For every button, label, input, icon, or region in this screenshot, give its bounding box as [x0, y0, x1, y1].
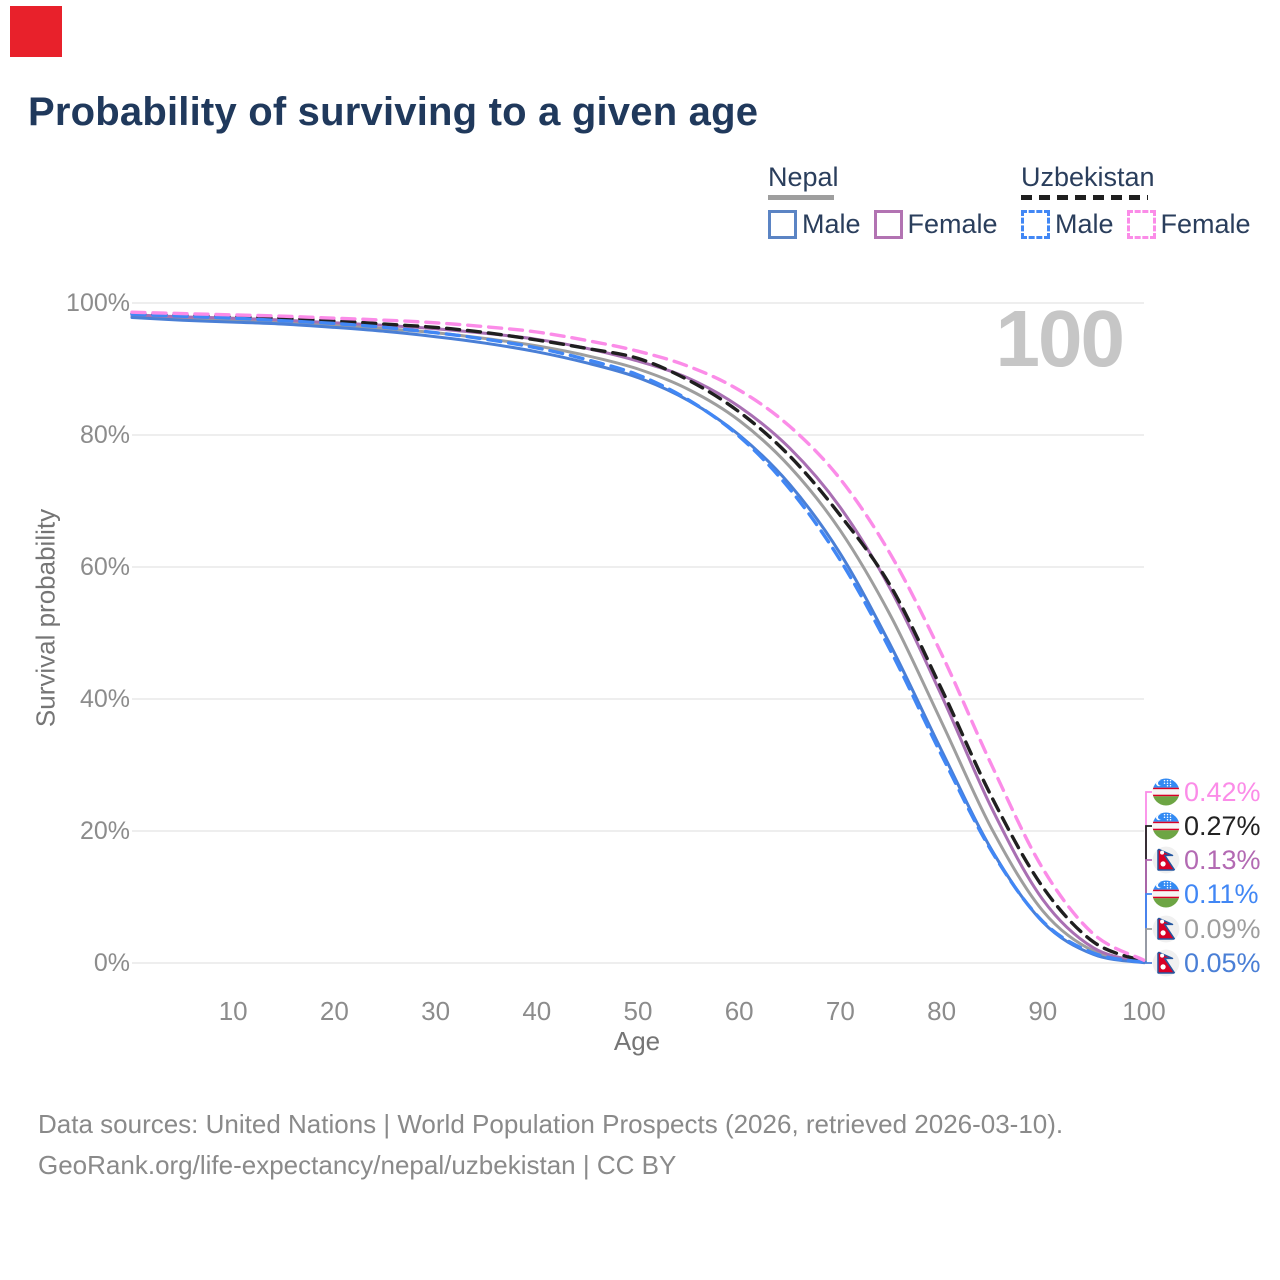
x-tick-label: 40: [522, 996, 552, 1026]
uzbekistan-flag-icon: [1152, 778, 1180, 806]
x-tick-label: 90: [1028, 996, 1058, 1026]
y-tick-label: 60%: [79, 553, 130, 581]
endpoint-label: 0.13%: [1184, 845, 1261, 875]
uzbekistan-line-style-sample: [1021, 195, 1148, 200]
endpoint-label: 0.05%: [1184, 948, 1261, 978]
legend-country-uzbekistan: Uzbekistan: [1021, 162, 1155, 192]
legend-item-nepal-male[interactable]: Male: [768, 209, 861, 240]
data-source-note: Data sources: United Nations | World Pop…: [38, 1104, 1063, 1186]
endpoint-label: 0.42%: [1184, 777, 1261, 807]
red-corner-marker: [10, 6, 62, 57]
nepal-line-style-sample: [768, 195, 834, 200]
nepal-flag-icon: [1152, 846, 1180, 874]
series-line-uzbekistan-female: [130, 310, 1146, 962]
source-line-1: Data sources: United Nations | World Pop…: [38, 1109, 1064, 1139]
x-tick-label: 10: [218, 996, 248, 1026]
y-tick-label: 0%: [93, 949, 130, 977]
uzbekistan-male-swatch: [1021, 210, 1050, 239]
series-line-nepal-male: [130, 316, 1146, 965]
y-tick-label: 100%: [66, 289, 130, 317]
legend-country-nepal: Nepal: [768, 162, 839, 192]
uzbekistan-flag-icon: [1152, 880, 1180, 908]
source-line-2: GeoRank.org/life-expectancy/nepal/uzbeki…: [38, 1150, 677, 1180]
legend-label: Female: [907, 209, 998, 239]
y-tick-label: 20%: [79, 817, 130, 845]
nepal-flag-icon: [1152, 949, 1180, 977]
nepal-flag-icon: [1152, 915, 1180, 943]
endpoint-label: 0.09%: [1184, 914, 1261, 944]
legend-item-nepal-female[interactable]: Female: [873, 209, 998, 240]
legend-item-uzbekistan-female[interactable]: Female: [1126, 209, 1251, 240]
y-tick-label: 80%: [79, 421, 130, 449]
endpoint-label: 0.11%: [1184, 879, 1259, 909]
series-line-nepal-total: [130, 314, 1146, 964]
endpoint-label: 0.27%: [1184, 811, 1261, 841]
x-tick-label: 20: [319, 996, 349, 1026]
legend-label: Male: [802, 209, 861, 239]
x-tick-label: 30: [421, 996, 451, 1026]
x-axis-title: Age: [613, 1026, 661, 1056]
x-tick-label: 100: [1122, 996, 1166, 1026]
age-watermark: 100: [995, 294, 1125, 383]
series-line-nepal-female: [130, 313, 1146, 964]
legend-group-uzbekistan: Uzbekistan Male Female: [1021, 163, 1251, 240]
legend-group-nepal: Nepal Male Female: [768, 163, 998, 240]
series-line-uzbekistan-total: [130, 311, 1146, 963]
x-tick-label: 60: [724, 996, 754, 1026]
y-tick-label: 40%: [79, 685, 130, 713]
nepal-male-swatch: [768, 210, 797, 239]
x-tick-label: 80: [927, 996, 957, 1026]
legend-label: Male: [1055, 209, 1114, 239]
x-tick-label: 70: [825, 996, 855, 1026]
uzbekistan-female-swatch: [1126, 210, 1156, 239]
endpoint-connector: [1145, 928, 1152, 961]
series-line-uzbekistan-male: [130, 312, 1146, 964]
legend-item-uzbekistan-male[interactable]: Male: [1021, 209, 1114, 240]
x-tick-label: 50: [623, 996, 653, 1026]
uzbekistan-flag-icon: [1152, 812, 1180, 840]
page-title: Probability of surviving to a given age: [28, 90, 759, 134]
endpoint-connector: [1145, 961, 1152, 964]
nepal-female-swatch: [873, 210, 903, 239]
legend-label: Female: [1160, 209, 1251, 239]
